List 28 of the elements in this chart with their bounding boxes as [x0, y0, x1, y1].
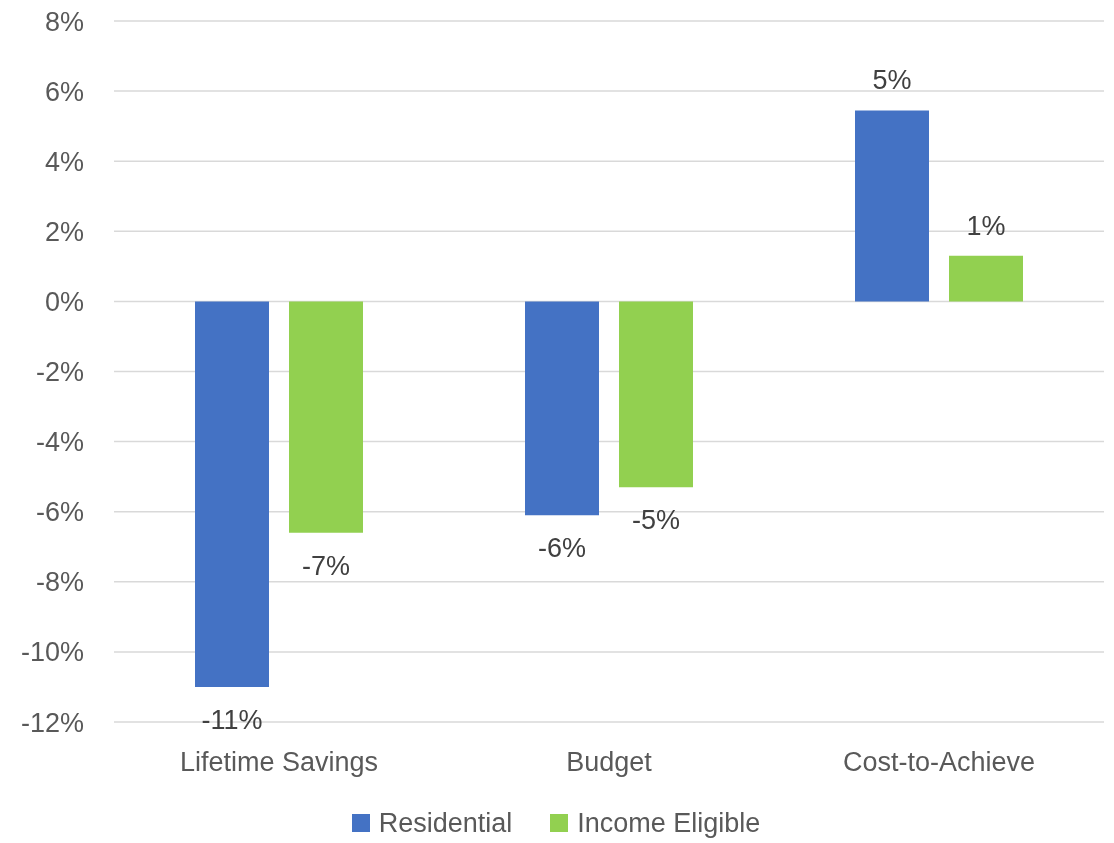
data-label: 1% — [966, 210, 1006, 241]
y-tick-label: -8% — [35, 567, 84, 598]
y-tick-label: 0% — [44, 286, 84, 317]
data-label: -5% — [631, 505, 681, 536]
data-label: -7% — [301, 550, 351, 581]
y-tick-label: 8% — [44, 6, 84, 37]
x-tick-label: Lifetime Savings — [179, 747, 379, 778]
y-tick-label: -4% — [35, 427, 84, 458]
data-label: -11% — [201, 704, 263, 735]
x-tick-label: Budget — [566, 747, 653, 778]
x-tick-label: Cost-to-Achieve — [842, 747, 1036, 778]
legend-label: Income Eligible — [577, 807, 761, 839]
y-tick-label: -10% — [20, 637, 84, 668]
y-tick-label: 6% — [44, 76, 84, 107]
bar — [525, 301, 599, 516]
y-tick-label: 4% — [44, 146, 84, 177]
bar — [855, 110, 929, 302]
y-tick-label: 2% — [44, 216, 84, 247]
bar — [289, 301, 363, 533]
bar — [949, 255, 1023, 302]
y-tick-label: -6% — [35, 497, 84, 528]
y-tick-label: -12% — [20, 707, 84, 738]
legend-label: Residential — [378, 807, 513, 839]
data-label: 5% — [872, 65, 912, 96]
data-label: -6% — [537, 533, 587, 564]
bar — [195, 301, 269, 687]
bar — [619, 301, 693, 488]
y-tick-label: -2% — [35, 357, 84, 388]
